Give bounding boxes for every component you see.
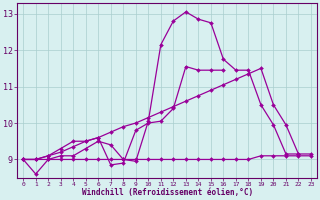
X-axis label: Windchill (Refroidissement éolien,°C): Windchill (Refroidissement éolien,°C) bbox=[82, 188, 253, 197]
